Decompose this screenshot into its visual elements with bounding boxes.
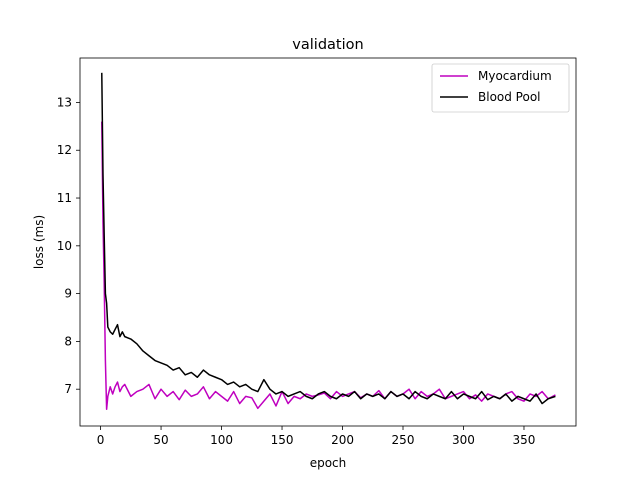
x-tick-label: 250	[392, 433, 415, 447]
x-axis-label: epoch	[310, 456, 347, 470]
series-layer	[101, 72, 556, 411]
y-tick-label: 10	[57, 239, 72, 253]
x-tick-label: 300	[452, 433, 475, 447]
legend: Myocardium Blood Pool	[431, 63, 570, 113]
x-tick-label: 0	[97, 433, 105, 447]
x-tick-label: 350	[513, 433, 536, 447]
x-tick-label: 50	[153, 433, 168, 447]
y-tick-label: 8	[64, 334, 72, 348]
y-tick-label: 9	[64, 287, 72, 301]
y-tick-label: 12	[57, 143, 72, 157]
x-axis: 0 50 100 150 200 250 300 350	[97, 426, 536, 447]
x-tick-label: 150	[271, 433, 294, 447]
y-tick-label: 11	[57, 191, 72, 205]
legend-label-myocardium: Myocardium	[478, 69, 552, 83]
series-line-blood-pool	[101, 72, 556, 405]
y-tick-label: 13	[57, 95, 72, 109]
x-tick-label: 100	[210, 433, 233, 447]
x-tick-label: 200	[331, 433, 354, 447]
legend-label-blood-pool: Blood Pool	[478, 90, 541, 104]
series-line-myocardium	[101, 121, 556, 411]
y-axis: 7 8 9 10 11 12 13	[57, 95, 80, 396]
plot-area	[80, 58, 576, 426]
chart-title: validation	[292, 37, 363, 53]
y-axis-label: loss (ms)	[32, 215, 46, 269]
axes-frame	[79, 57, 577, 427]
y-tick-label: 7	[64, 382, 72, 396]
